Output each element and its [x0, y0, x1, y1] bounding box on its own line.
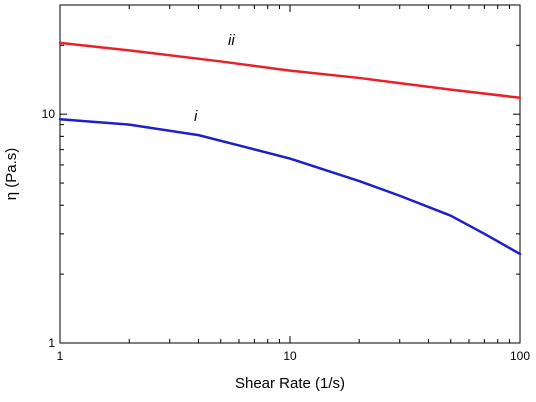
plot-area — [59, 4, 521, 344]
series-label-ii: ii — [228, 32, 235, 49]
x-tick-label: 100 — [510, 349, 530, 363]
series-line-i — [58, 118, 522, 256]
x-axis-label: Shear Rate (1/s) — [235, 375, 345, 392]
series-line-ii — [58, 41, 522, 99]
y-tick-label: 10 — [42, 107, 56, 121]
y-tick-label: 1 — [48, 336, 55, 350]
x-tick-label: 10 — [283, 349, 297, 363]
x-tick-label: 1 — [57, 349, 64, 363]
x-axis-ticks: 1 10 100 — [57, 5, 530, 363]
series-layer — [58, 41, 522, 256]
y-axis-ticks: 1 10 — [42, 44, 520, 350]
y-axis-label: η (Pa.s) — [3, 148, 20, 201]
series-label-i: i — [194, 108, 198, 125]
